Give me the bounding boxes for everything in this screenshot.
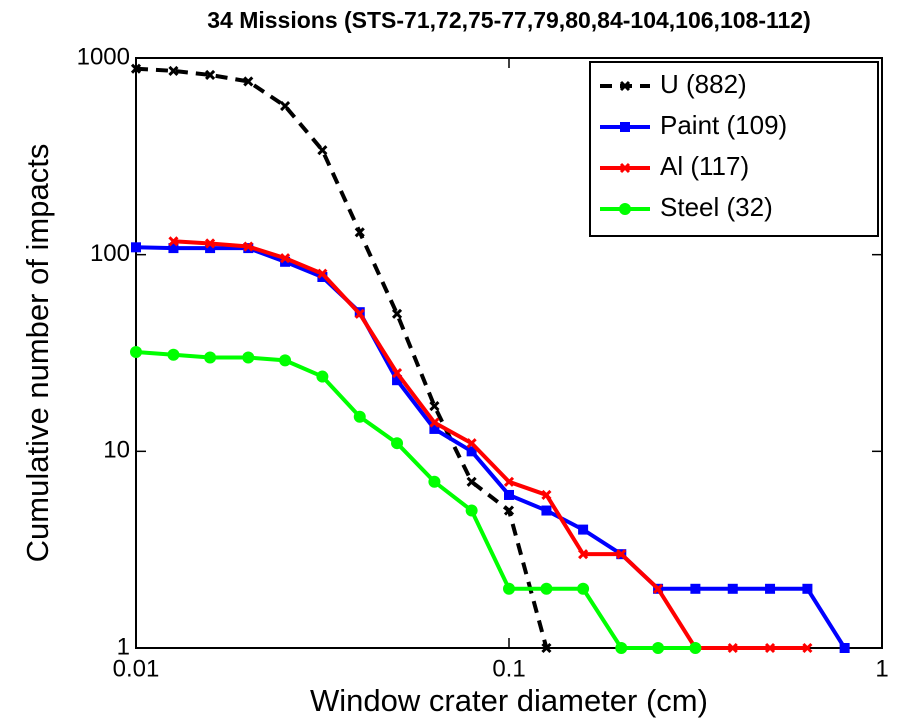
marker bbox=[839, 643, 850, 653]
marker bbox=[578, 549, 589, 560]
marker bbox=[652, 642, 665, 654]
y-tick-label: 1000 bbox=[77, 43, 130, 70]
marker bbox=[280, 253, 291, 264]
marker bbox=[280, 100, 291, 112]
legend-label: Al (117) bbox=[660, 151, 749, 181]
legend-marker bbox=[619, 162, 631, 174]
legend-marker bbox=[619, 80, 631, 92]
marker bbox=[280, 256, 291, 267]
marker bbox=[503, 505, 515, 516]
marker bbox=[615, 642, 628, 654]
marker bbox=[243, 241, 254, 252]
marker bbox=[204, 351, 217, 364]
marker bbox=[317, 268, 328, 279]
marker bbox=[802, 642, 813, 654]
marker bbox=[354, 227, 365, 238]
x-tick-label: 1 bbox=[875, 655, 888, 682]
marker bbox=[466, 438, 477, 449]
y-tick-label: 1 bbox=[117, 633, 130, 660]
x-tick-label: 0.1 bbox=[492, 655, 525, 682]
marker bbox=[541, 489, 552, 501]
marker bbox=[429, 417, 440, 428]
marker bbox=[466, 446, 477, 457]
marker bbox=[391, 368, 403, 379]
series-line bbox=[135, 245, 847, 650]
series-line bbox=[135, 66, 549, 649]
marker bbox=[764, 642, 776, 654]
marker bbox=[205, 69, 216, 81]
y-tick-label: 100 bbox=[90, 240, 130, 267]
marker bbox=[205, 243, 216, 254]
marker bbox=[168, 236, 179, 247]
marker bbox=[167, 348, 180, 361]
marker bbox=[429, 423, 440, 434]
marker bbox=[131, 242, 141, 253]
marker bbox=[504, 489, 514, 500]
marker bbox=[243, 76, 254, 87]
y-tick-label: 10 bbox=[103, 437, 130, 464]
legend-label: Paint (109) bbox=[660, 110, 787, 140]
marker bbox=[689, 642, 702, 654]
series-line bbox=[135, 349, 696, 650]
marker bbox=[168, 243, 179, 254]
marker bbox=[578, 524, 589, 535]
marker bbox=[168, 65, 179, 76]
marker bbox=[130, 345, 142, 358]
marker bbox=[690, 583, 701, 594]
marker bbox=[802, 583, 813, 594]
marker bbox=[616, 549, 627, 560]
marker bbox=[317, 271, 328, 282]
chart-title: 34 Missions (STS-71,72,75-77,79,80,84-10… bbox=[207, 7, 811, 33]
legend-marker bbox=[620, 122, 630, 132]
marker bbox=[429, 400, 440, 412]
marker bbox=[727, 583, 738, 594]
marker bbox=[317, 145, 328, 156]
marker bbox=[242, 351, 255, 364]
marker bbox=[354, 308, 365, 319]
marker bbox=[316, 370, 329, 383]
marker bbox=[465, 504, 478, 517]
marker bbox=[392, 375, 403, 386]
marker bbox=[541, 505, 552, 516]
marker bbox=[279, 354, 292, 367]
marker bbox=[503, 582, 515, 595]
legend-marker bbox=[619, 203, 631, 215]
marker bbox=[466, 476, 477, 487]
marker bbox=[353, 410, 366, 423]
marker bbox=[428, 475, 441, 488]
x-tick-label: 0.01 bbox=[113, 655, 160, 682]
marker bbox=[653, 583, 664, 594]
marker bbox=[503, 476, 515, 487]
x-axis-label: Window crater diameter (cm) bbox=[310, 683, 708, 718]
marker bbox=[577, 582, 590, 595]
y-axis-label: Cumulative number of impacts bbox=[20, 144, 55, 563]
marker bbox=[130, 63, 142, 74]
series-line bbox=[173, 239, 808, 650]
marker bbox=[541, 642, 552, 654]
legend-label: Steel (32) bbox=[660, 192, 773, 222]
marker bbox=[540, 582, 553, 595]
marker bbox=[391, 437, 404, 450]
marker bbox=[205, 238, 216, 249]
marker bbox=[727, 642, 738, 654]
marker bbox=[765, 583, 776, 594]
legend-label: U (882) bbox=[660, 69, 747, 99]
marker bbox=[391, 308, 403, 319]
